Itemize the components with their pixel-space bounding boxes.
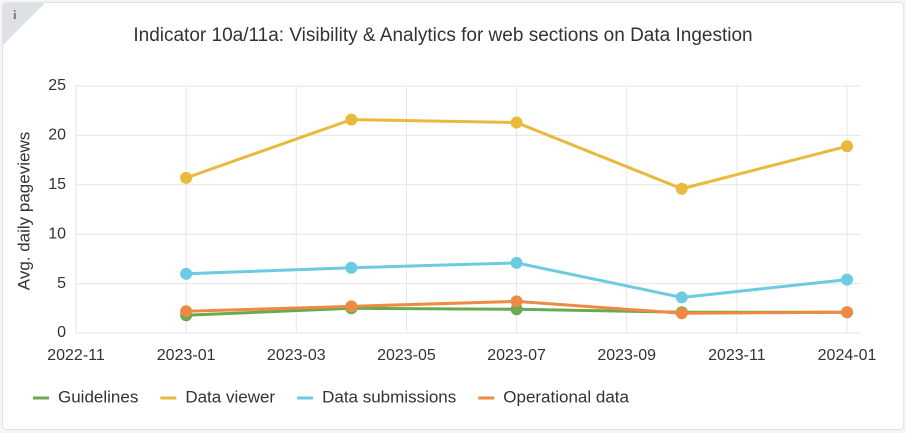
data-point (675, 291, 688, 304)
x-tick-label: 2024-01 (818, 347, 877, 364)
chart: i Indicator 10a/11a: Visibility & Analyt… (3, 3, 877, 406)
y-tick-label: 10 (48, 225, 66, 242)
x-tick-label: 2023-07 (487, 347, 546, 364)
y-tick-label: 0 (57, 324, 66, 341)
data-point (345, 113, 358, 126)
x-tick-label: 2023-09 (597, 347, 656, 364)
legend-label: Data submissions (322, 387, 456, 406)
x-tick-label: 2023-11 (708, 347, 766, 364)
data-point (510, 295, 523, 308)
legend-label: Operational data (503, 387, 629, 406)
data-point (345, 300, 358, 313)
x-tick-label: 2023-03 (267, 347, 326, 364)
chart-title: Indicator 10a/11a: Visibility & Analytic… (133, 25, 752, 46)
data-point (841, 306, 853, 319)
data-point (510, 256, 523, 269)
y-tick-label: 5 (57, 275, 66, 292)
x-tick-label: 2023-05 (377, 347, 436, 364)
info-icon[interactable]: i (13, 7, 17, 22)
legend-label: Data viewer (185, 387, 275, 406)
legend-label: Guidelines (58, 387, 138, 406)
info-corner (3, 3, 45, 45)
x-tick-label: 2022-11 (47, 347, 105, 364)
data-point (180, 267, 193, 280)
y-tick-label: 25 (48, 77, 66, 94)
data-point (180, 171, 193, 184)
data-point (675, 307, 688, 320)
x-tick-label: 2023-01 (157, 347, 216, 364)
y-axis-label: Avg. daily pageviews (14, 132, 33, 290)
y-tick-label: 20 (48, 127, 66, 144)
data-point (510, 116, 523, 129)
y-tick-label: 15 (48, 176, 66, 193)
data-point (841, 140, 853, 153)
data-point (180, 305, 193, 318)
data-point (345, 261, 358, 274)
data-point (841, 273, 853, 286)
data-point (675, 182, 688, 195)
